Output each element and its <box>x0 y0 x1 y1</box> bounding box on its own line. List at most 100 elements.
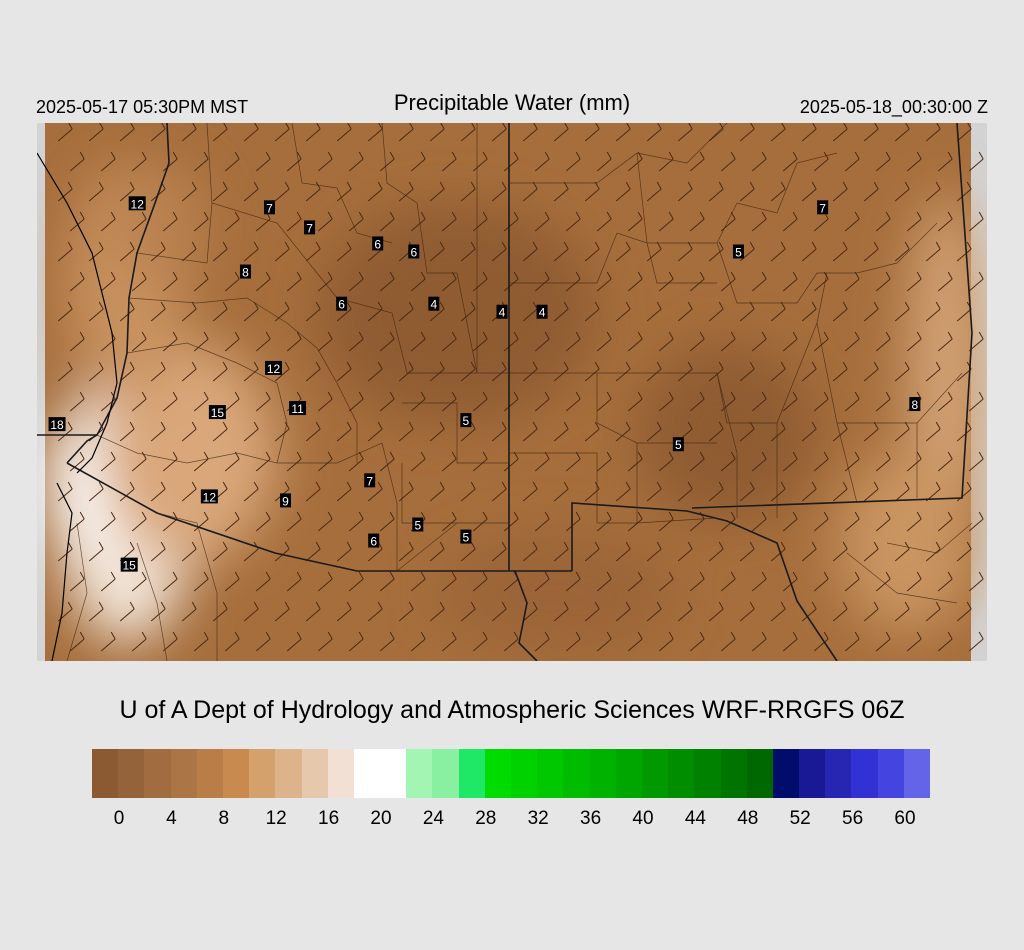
station-value-box <box>200 489 218 504</box>
station-value-label: 4 <box>539 306 546 320</box>
wind-barb <box>119 123 135 142</box>
colorbar-swatch-17 <box>537 749 564 798</box>
wind-barb <box>894 601 910 622</box>
wind-barb <box>782 571 798 592</box>
wind-barb <box>88 481 104 502</box>
wind-barb <box>503 511 519 532</box>
wind-barb <box>100 151 116 172</box>
wind-barb <box>429 601 445 622</box>
colorbar-swatch-16 <box>511 749 538 798</box>
wind-barb <box>286 151 302 172</box>
colorbar-swatch-20 <box>615 749 642 798</box>
wind-barb <box>317 571 333 592</box>
wind-barb <box>441 391 457 412</box>
wind-barb <box>100 211 116 232</box>
wind-barb <box>472 631 488 652</box>
wind-barb <box>379 331 395 352</box>
wind-barb <box>441 451 457 472</box>
wind-barb <box>596 511 612 532</box>
wind-barb <box>491 481 507 502</box>
wind-barb <box>844 331 860 352</box>
wind-barb <box>708 361 724 382</box>
wind-barb <box>460 421 476 442</box>
wind-barb <box>336 541 352 562</box>
wind-barb <box>429 181 445 202</box>
wind-barb <box>844 151 860 172</box>
wind-barb <box>150 541 166 562</box>
colorbar-swatch-5 <box>222 749 250 798</box>
wind-barb <box>813 391 829 412</box>
wind-barb <box>348 211 364 232</box>
wind-barb <box>429 301 445 322</box>
wind-barb <box>937 211 953 232</box>
wind-barb <box>584 123 600 142</box>
wind-barb <box>243 123 259 142</box>
station-value-box <box>120 557 138 572</box>
wind-barb <box>193 271 209 292</box>
wind-barb <box>770 123 786 142</box>
wind-barb <box>894 301 910 322</box>
wind-barb <box>708 241 724 262</box>
wind-barb <box>181 123 197 142</box>
wind-barb <box>739 601 755 622</box>
station-value-box <box>208 405 226 420</box>
station-value-label: 7 <box>306 221 313 235</box>
wind-barb <box>894 541 910 562</box>
wind-barb <box>751 271 767 292</box>
wind-barb <box>429 541 445 562</box>
wind-barb <box>472 571 488 592</box>
wind-barb <box>472 451 488 472</box>
wind-barb <box>348 631 364 652</box>
wind-barb <box>336 421 352 442</box>
colorbar-swatch-29 <box>851 749 878 798</box>
wind-barb <box>720 151 736 172</box>
wind-barb <box>522 481 538 502</box>
wind-barb <box>906 271 922 292</box>
wind-barb <box>801 601 817 622</box>
station-value-label: 9 <box>282 494 289 508</box>
wind-barb <box>720 391 736 412</box>
wind-barb <box>398 541 414 562</box>
wind-barb <box>677 123 693 142</box>
wind-barb <box>69 571 85 592</box>
wind-barb <box>863 301 879 322</box>
station-value-label: 5 <box>414 518 421 532</box>
wind-barb <box>906 451 922 472</box>
wind-barb <box>317 151 333 172</box>
wind-barb <box>677 361 693 382</box>
wind-barb <box>131 151 147 172</box>
wind-barb <box>88 301 104 322</box>
wind-barb <box>460 361 476 382</box>
wind-barb <box>398 361 414 382</box>
colorbar-tick-label: 16 <box>318 808 340 829</box>
wind-barb <box>522 301 538 322</box>
wind-barb <box>813 631 829 652</box>
station-value-20: 6 <box>368 533 380 549</box>
station-value-label: 11 <box>291 402 304 416</box>
colorbar-tick-label: 44 <box>684 808 706 829</box>
colorbar-swatch-24 <box>720 749 747 798</box>
wind-barb <box>894 481 910 502</box>
wind-barb <box>348 391 364 412</box>
wind-barb <box>708 301 724 322</box>
colorbar-swatch-26 <box>772 749 800 798</box>
station-value-8: 4 <box>496 304 508 320</box>
wind-barb <box>119 181 135 202</box>
wind-barb <box>410 151 426 172</box>
wind-barb <box>255 391 271 412</box>
wind-barb <box>770 361 786 382</box>
station-value-label: 12 <box>131 197 145 211</box>
wind-barb <box>193 571 209 592</box>
wind-barb <box>522 361 538 382</box>
wind-barb <box>968 511 984 532</box>
wind-barb <box>708 481 724 502</box>
wind-barb <box>69 151 85 172</box>
station-value-label: 15 <box>211 406 225 420</box>
wind-barb <box>956 541 972 562</box>
wind-barb <box>212 361 228 382</box>
colorbar-tick-label: 20 <box>370 808 392 829</box>
wind-barb <box>615 481 631 502</box>
wind-barb <box>646 481 662 502</box>
wind-barb <box>193 391 209 412</box>
wind-barb <box>677 481 693 502</box>
